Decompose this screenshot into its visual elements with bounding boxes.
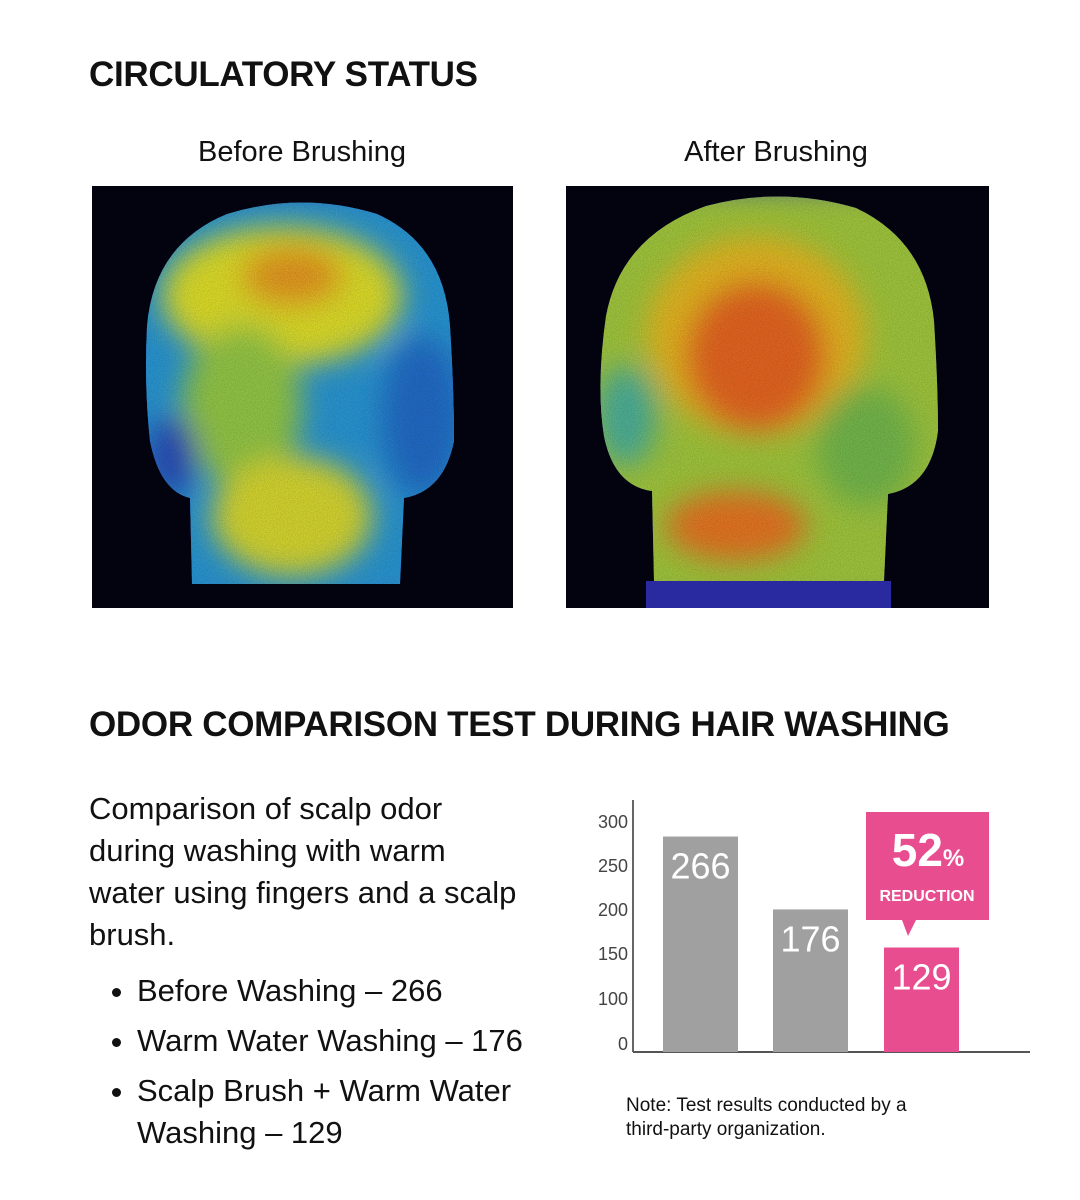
bar-value-label: 266 bbox=[670, 846, 730, 887]
y-tick-label: 0 bbox=[618, 1034, 628, 1054]
y-tick-label: 300 bbox=[598, 812, 628, 832]
result-item: Warm Water Washing – 176 bbox=[137, 1020, 617, 1062]
reduction-callout: 52% REDUCTION bbox=[866, 812, 989, 936]
odor-test-title: ODOR COMPARISON TEST DURING HAIR WASHING bbox=[89, 705, 950, 744]
thermal-image-after bbox=[566, 186, 989, 608]
reduction-unit: % bbox=[943, 845, 964, 872]
result-item: Before Washing – 266 bbox=[137, 970, 617, 1012]
result-list: Before Washing – 266 Warm Water Washing … bbox=[89, 970, 617, 1162]
svg-text:52%: 52% bbox=[892, 824, 965, 876]
odor-description: Comparison of scalp odor during washing … bbox=[89, 791, 517, 952]
bar-3 bbox=[884, 947, 959, 1052]
footnote: Note: Test results conducted by a third-… bbox=[626, 1095, 907, 1140]
circulatory-title: CIRCULATORY STATUS bbox=[89, 55, 478, 94]
bar-1 bbox=[663, 836, 738, 1052]
reduction-value: 52 bbox=[892, 824, 943, 876]
thermal-image-before bbox=[92, 186, 513, 608]
y-tick-label: 200 bbox=[598, 900, 628, 920]
y-tick-label: 150 bbox=[598, 944, 628, 964]
bar-2 bbox=[773, 909, 848, 1052]
after-brushing-label: After Brushing bbox=[684, 136, 868, 168]
odor-bar-chart: 300 250 200 150 100 0 266 176 129 52% REDUCTION bbox=[598, 800, 1030, 1054]
bar-value-label: 176 bbox=[780, 918, 840, 959]
bar-value-label: 129 bbox=[891, 957, 951, 998]
y-tick-label: 250 bbox=[598, 856, 628, 876]
y-tick-label: 100 bbox=[598, 989, 628, 1009]
result-item: Scalp Brush + Warm Water Washing – 129 bbox=[137, 1070, 617, 1154]
reduction-label: REDUCTION bbox=[879, 888, 974, 905]
before-brushing-label: Before Brushing bbox=[198, 136, 406, 168]
